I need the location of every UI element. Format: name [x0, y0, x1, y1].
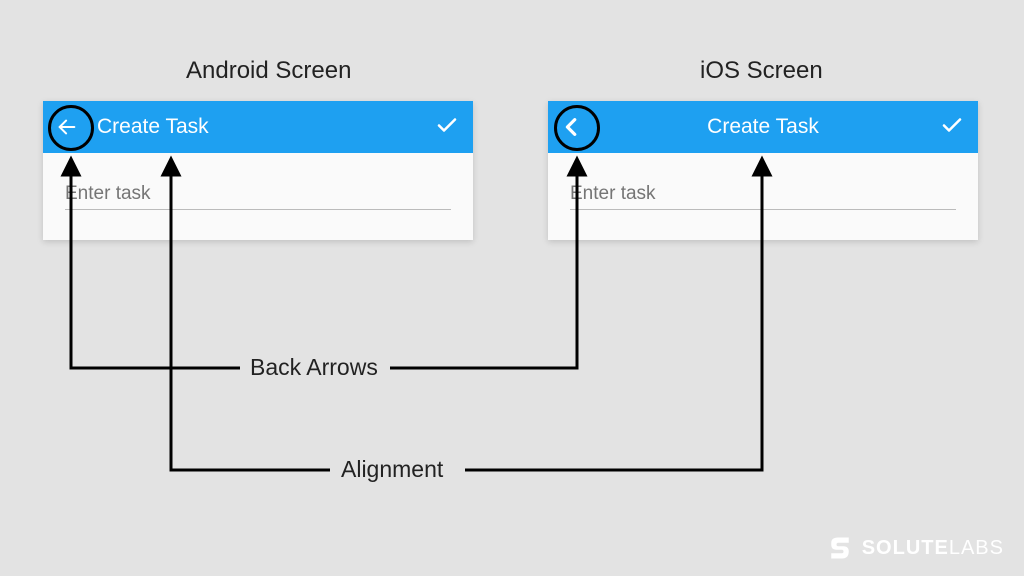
- android-card: Create Task: [43, 101, 473, 240]
- ios-task-input[interactable]: [570, 179, 956, 210]
- ios-back-button[interactable]: [548, 101, 596, 153]
- brand-logo-text: SOLUTELABS: [862, 537, 1004, 560]
- brand-logo: SOLUTELABS: [826, 534, 1004, 562]
- android-label: Android Screen: [186, 57, 351, 85]
- android-appbar: Create Task: [43, 101, 473, 153]
- ios-label: iOS Screen: [700, 57, 823, 85]
- ios-card: Create Task: [548, 101, 978, 240]
- check-icon: [435, 113, 459, 137]
- brand-logo-icon: [826, 534, 854, 562]
- back-arrows-annotation: Back Arrows: [244, 354, 384, 381]
- annotation-arrows: [0, 0, 1024, 576]
- alignment-annotation: Alignment: [335, 456, 449, 483]
- android-back-button[interactable]: [43, 101, 91, 153]
- android-confirm-button[interactable]: [435, 113, 459, 142]
- ios-appbar: Create Task: [548, 101, 978, 153]
- chevron-left-icon: [561, 114, 583, 140]
- ios-confirm-button[interactable]: [940, 113, 964, 142]
- android-input-area: [43, 153, 473, 240]
- android-appbar-title: Create Task: [97, 115, 209, 139]
- arrow-left-icon: [56, 116, 78, 138]
- diagram-root: Android Screen iOS Screen Create Task: [0, 0, 1024, 576]
- android-task-input[interactable]: [65, 179, 451, 210]
- check-icon: [940, 113, 964, 137]
- ios-input-area: [548, 153, 978, 240]
- ios-appbar-title: Create Task: [707, 115, 819, 139]
